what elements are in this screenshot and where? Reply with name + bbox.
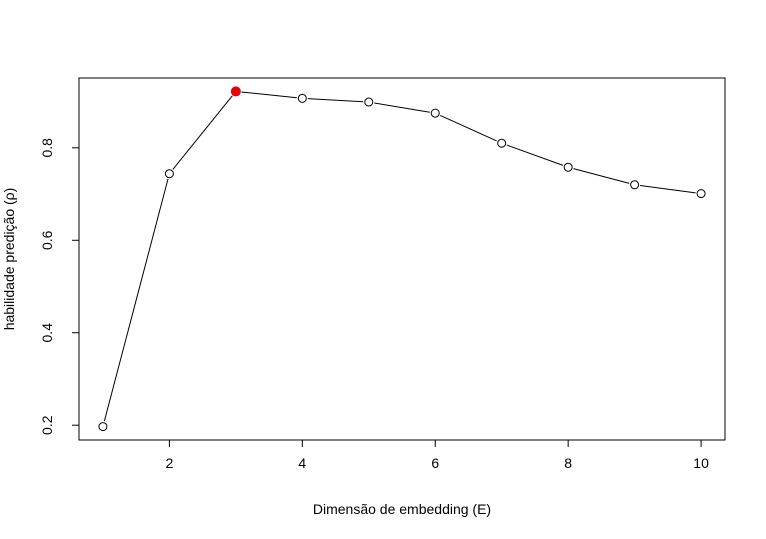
series-line-segment — [241, 91, 297, 99]
x-axis-title: Dimensão de embedding (E) — [313, 501, 491, 517]
x-tick-label: 8 — [564, 455, 572, 471]
series-line-segment — [573, 168, 630, 184]
data-point — [297, 93, 307, 103]
x-tick-label: 4 — [298, 455, 306, 471]
data-point — [563, 162, 573, 172]
series-line-segment — [307, 98, 364, 103]
data-point — [497, 138, 507, 148]
series-line-segment — [506, 144, 564, 166]
x-tick-label: 2 — [165, 455, 173, 471]
y-axis: 0.2 0.4 0.6 0.8 — [39, 138, 79, 435]
data-point — [430, 108, 440, 118]
series-line-segment — [440, 114, 497, 142]
data-point — [364, 97, 374, 107]
series-line-segment — [640, 185, 696, 194]
data-point — [696, 189, 706, 199]
series-line-segment — [103, 178, 169, 422]
y-axis-title: habilidade predição (ρ) — [1, 188, 17, 331]
data-point — [630, 180, 640, 190]
x-tick-label: 10 — [693, 455, 709, 471]
y-tick-label: 0.6 — [39, 230, 55, 250]
series-group — [98, 86, 706, 432]
x-tick-label: 6 — [431, 455, 439, 471]
y-tick-label: 0.2 — [39, 415, 55, 435]
plot-box — [78, 77, 726, 441]
x-axis: 2 4 6 8 10 — [165, 440, 709, 471]
y-tick-label: 0.8 — [39, 138, 55, 158]
series-line-segment — [374, 102, 430, 113]
data-point — [164, 169, 174, 179]
y-tick-label: 0.4 — [39, 323, 55, 343]
series-line-segment — [172, 95, 233, 170]
highlight-point — [230, 86, 241, 97]
data-point — [98, 422, 108, 432]
